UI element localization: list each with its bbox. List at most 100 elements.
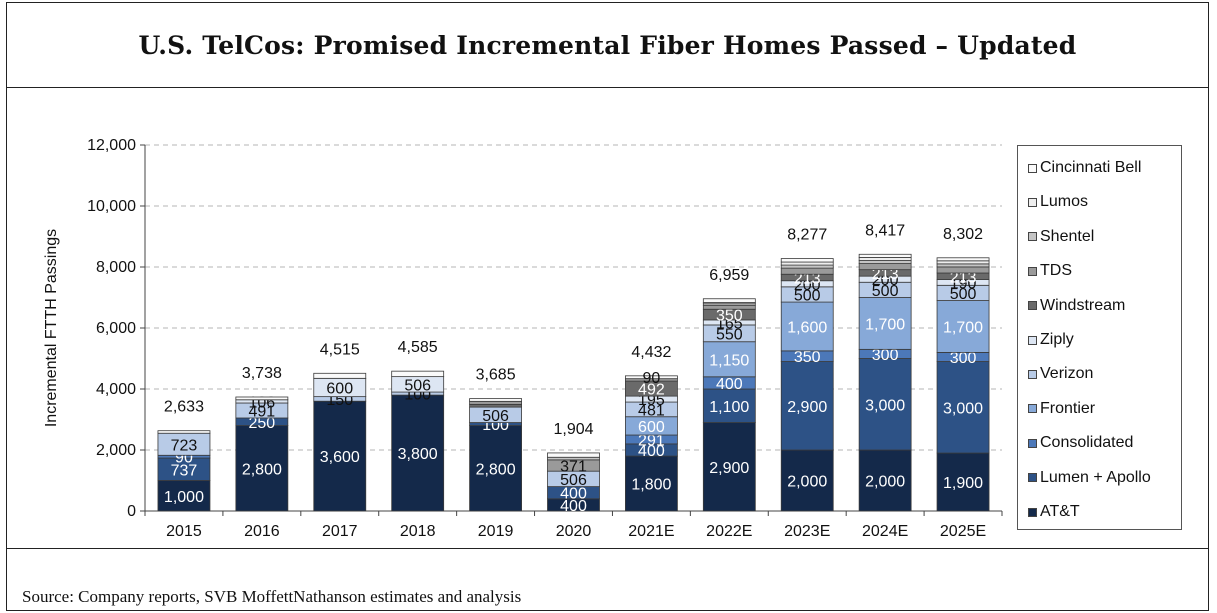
data-label: 371 <box>560 459 587 476</box>
x-tick-label: 2020 <box>556 523 592 540</box>
legend-label: TDS <box>1040 262 1072 280</box>
bar-segment <box>936 361 990 454</box>
bar-segment <box>157 430 211 434</box>
x-tick-label: 2022E <box>706 523 752 540</box>
bar-segment <box>235 425 289 512</box>
bar-segment <box>235 396 289 401</box>
data-label: 2,900 <box>709 460 749 477</box>
data-label: 291 <box>638 432 665 449</box>
legend-label: Verizon <box>1040 365 1094 383</box>
bar-segment <box>936 452 990 512</box>
data-label: 3,800 <box>398 446 438 463</box>
x-tick-label: 2025E <box>940 523 986 540</box>
x-tick-label: 2021E <box>628 523 674 540</box>
bar-segment <box>702 298 756 303</box>
page-title: U.S. TelCos: Promised Incremental Fiber … <box>138 30 1077 60</box>
source-band: Source: Company reports, SVB MoffettNath… <box>6 548 1209 611</box>
data-label: 500 <box>794 287 821 304</box>
legend-label: Shentel <box>1040 227 1095 245</box>
legend-item: Windstream <box>1028 296 1125 316</box>
data-label: 300 <box>872 347 899 364</box>
bar-segment <box>702 305 756 310</box>
data-label: 213 <box>794 270 821 287</box>
x-tick-label: 2018 <box>400 523 436 540</box>
total-label: 4,432 <box>631 344 671 361</box>
legend-item: Ziply <box>1028 330 1074 350</box>
legend-item: Consolidated <box>1028 433 1133 453</box>
legend-swatch <box>1028 369 1037 379</box>
legend-item: Lumen + Apollo <box>1028 468 1151 488</box>
data-label: 1,800 <box>631 477 671 494</box>
legend-item: TDS <box>1028 261 1072 281</box>
data-label: 213 <box>872 266 899 283</box>
data-label: 2,000 <box>865 474 905 491</box>
legend-swatch <box>1028 301 1037 311</box>
legend-swatch <box>1028 232 1037 242</box>
y-tick-label: 0 <box>127 503 136 520</box>
data-label: 723 <box>171 437 198 454</box>
x-tick-label: 2017 <box>322 523 358 540</box>
data-label: 506 <box>404 377 431 394</box>
legend-swatch <box>1028 266 1037 276</box>
total-label: 3,738 <box>242 365 282 382</box>
legend-label: Ziply <box>1040 331 1074 348</box>
bar-segment <box>702 341 756 378</box>
chart-legend: Cincinnati Bell Lumos Shentel TDS Windstream… <box>1017 145 1182 530</box>
bar-segment <box>936 260 990 265</box>
legend-item: Verizon <box>1028 364 1093 384</box>
bar-segment <box>936 263 990 268</box>
total-label: 8,302 <box>943 226 983 243</box>
data-label: 500 <box>872 283 899 300</box>
legend-item: Cincinnati Bell <box>1028 158 1141 178</box>
legend-swatch <box>1028 438 1037 448</box>
legend-item: AT&T <box>1028 502 1080 522</box>
x-tick-label: 2016 <box>244 523 280 540</box>
bar-segment <box>780 361 834 451</box>
bar-segment <box>469 400 522 405</box>
legend-swatch <box>1028 473 1037 483</box>
bar-segment <box>313 372 367 379</box>
data-label: 500 <box>950 286 977 303</box>
bar-segment <box>625 375 678 380</box>
bar-segment <box>625 455 678 512</box>
data-label: 2,800 <box>242 461 282 478</box>
bar-segment <box>469 398 522 402</box>
bar-segment <box>780 449 834 512</box>
data-label: 3,000 <box>943 400 983 417</box>
bar-segment <box>858 257 912 261</box>
total-label: 2,633 <box>164 399 204 416</box>
legend-swatch <box>1028 335 1037 345</box>
data-label: 2,900 <box>787 399 827 416</box>
bar-segment <box>702 388 756 423</box>
data-label: 1,700 <box>943 319 983 336</box>
data-label: 481 <box>638 402 665 419</box>
x-tick-label: 2024E <box>862 523 908 540</box>
total-label: 8,277 <box>787 227 827 244</box>
source-note: Source: Company reports, SVB MoffettNath… <box>22 587 522 606</box>
total-label: 8,417 <box>865 222 905 239</box>
y-tick-label: 10,000 <box>87 198 136 215</box>
bar-segment <box>858 253 912 258</box>
data-label: 600 <box>638 419 665 436</box>
x-tick-label: 2015 <box>166 523 202 540</box>
data-label: 1,900 <box>943 475 983 492</box>
data-label: 350 <box>716 308 743 325</box>
data-label: 506 <box>560 472 587 489</box>
legend-label: Windstream <box>1040 296 1126 314</box>
x-tick-label: 2023E <box>784 523 830 540</box>
total-label: 1,904 <box>553 421 593 438</box>
data-label: 90 <box>643 370 661 387</box>
total-label: 4,585 <box>398 339 438 356</box>
x-tick-label: 2019 <box>478 523 514 540</box>
legend-item: Shentel <box>1028 227 1094 247</box>
data-label: 400 <box>716 376 743 393</box>
data-label: 506 <box>482 408 509 425</box>
data-label: 737 <box>171 462 198 479</box>
bar-segment <box>702 422 756 512</box>
data-label: 550 <box>716 326 743 343</box>
bar-segment <box>391 394 445 512</box>
bar-segment <box>547 452 600 458</box>
total-label: 3,685 <box>476 367 516 384</box>
data-label: 3,000 <box>865 397 905 414</box>
